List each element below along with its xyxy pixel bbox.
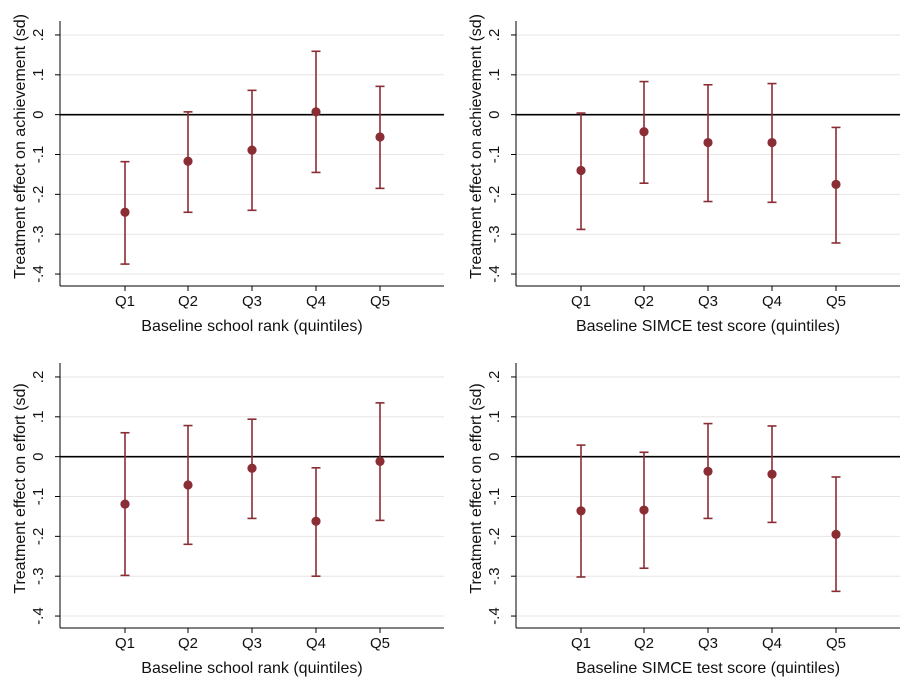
data-point: [831, 529, 841, 539]
x-tick-label: Q3: [242, 293, 262, 310]
x-tick-label: Q4: [762, 635, 782, 652]
y-tick-label: -.2: [486, 528, 503, 546]
y-axis-title: Treatment effect on achievement (sd): [468, 14, 485, 279]
x-axis-title: Baseline school rank (quintiles): [141, 318, 362, 335]
y-tick-label: .1: [486, 411, 503, 424]
x-tick-label: Q1: [571, 293, 591, 310]
data-point: [120, 499, 130, 509]
y-tick-label: .1: [30, 69, 47, 82]
chart-svg: .2 .1 0 -.1 -.2 -.3 -.4 Q1 Q2 Q3 Q4 Q5 Baseline SIMC…: [468, 14, 900, 335]
y-tick-label: .1: [30, 411, 47, 424]
chart-panel-achievement-school-rank: .2 .1 0 -.1 -.2 -.3 -.4 Q1 Q2 Q3 Q4 Q5 Baseline scho…: [0, 0, 456, 342]
y-tick-label: .1: [486, 69, 503, 82]
x-tick-label: Q3: [698, 635, 718, 652]
y-tick-label: -.3: [486, 567, 503, 585]
data-point: [311, 516, 321, 526]
y-tick-label: -.1: [486, 488, 503, 506]
data-point: [831, 179, 841, 189]
x-axis-title: Baseline school rank (quintiles): [141, 660, 362, 677]
y-axis-title: Treatment effect on effort (sd): [12, 383, 29, 593]
y-tick-label: .2: [30, 29, 47, 42]
x-tick-label: Q4: [306, 293, 326, 310]
x-tick-label: Q5: [370, 293, 390, 310]
chart-panel-effort-simce: .2 .1 0 -.1 -.2 -.3 -.4 Q1 Q2 Q3 Q4 Q5 Baseline SIMC…: [456, 342, 913, 684]
data-point: [375, 132, 385, 142]
y-tick-label: -.4: [30, 607, 47, 625]
chart-svg: .2 .1 0 -.1 -.2 -.3 -.4 Q1 Q2 Q3 Q4 Q5 Baseline SIMC…: [468, 363, 900, 677]
y-tick-label: -.2: [30, 186, 47, 204]
data-point: [767, 137, 777, 148]
y-tick-label: -.1: [486, 146, 503, 164]
x-axis-title: Baseline SIMCE test score (quintiles): [576, 660, 840, 677]
x-tick-label: Q2: [178, 635, 198, 652]
x-tick-label: Q3: [242, 635, 262, 652]
y-tick-label: 0: [30, 452, 47, 460]
x-tick-label: Q1: [571, 635, 591, 652]
y-tick-label: -.3: [486, 225, 503, 243]
y-tick-label: -.2: [486, 186, 503, 204]
y-tick-label: .2: [486, 371, 503, 384]
y-tick-label: -.3: [30, 225, 47, 243]
y-tick-label: 0: [30, 110, 47, 118]
x-tick-label: Q5: [826, 293, 846, 310]
data-point: [311, 107, 321, 117]
data-point: [247, 145, 257, 155]
x-tick-label: Q3: [698, 293, 718, 310]
y-tick-label: 0: [486, 110, 503, 118]
y-tick-label: -.1: [30, 146, 47, 164]
data-point: [639, 127, 649, 137]
y-tick-label: -.2: [30, 528, 47, 546]
x-tick-label: Q2: [178, 293, 198, 310]
y-tick-label: 0: [486, 452, 503, 460]
data-point: [703, 466, 713, 476]
chart-panel-achievement-simce: .2 .1 0 -.1 -.2 -.3 -.4 Q1 Q2 Q3 Q4 Q5 Baseline SIMC…: [456, 0, 913, 342]
data-point: [120, 207, 130, 217]
data-point: [639, 505, 649, 515]
x-tick-label: Q5: [370, 635, 390, 652]
y-tick-label: -.3: [30, 567, 47, 585]
y-tick-label: .2: [486, 29, 503, 42]
data-point: [183, 156, 193, 166]
y-tick-label: -.4: [486, 265, 503, 283]
x-tick-label: Q1: [115, 293, 135, 310]
x-tick-label: Q2: [634, 635, 654, 652]
data-point: [576, 165, 586, 176]
data-point: [183, 480, 193, 490]
chart-svg: .2 .1 0 -.1 -.2 -.3 -.4 Q1 Q2 Q3 Q4 Q5 Baseline scho…: [12, 14, 444, 335]
chart-svg: .2 .1 0 -.1 -.2 -.3 -.4 Q1 Q2 Q3 Q4 Q5 Baseline scho…: [12, 363, 444, 677]
x-tick-label: Q2: [634, 293, 654, 310]
data-point: [703, 137, 713, 148]
y-axis-title: Treatment effect on effort (sd): [468, 383, 485, 593]
x-tick-label: Q4: [306, 635, 326, 652]
y-tick-label: -.4: [30, 265, 47, 283]
y-tick-label: -.1: [30, 488, 47, 506]
data-point: [767, 469, 777, 479]
x-axis-title: Baseline SIMCE test score (quintiles): [576, 318, 840, 335]
data-point: [247, 463, 257, 473]
x-tick-label: Q1: [115, 635, 135, 652]
x-tick-label: Q5: [826, 635, 846, 652]
chart-panel-effort-school-rank: .2 .1 0 -.1 -.2 -.3 -.4 Q1 Q2 Q3 Q4 Q5 Baseline scho…: [0, 342, 456, 684]
y-axis-title: Treatment effect on achievement (sd): [12, 14, 29, 279]
data-point: [576, 506, 586, 516]
y-tick-label: -.4: [486, 607, 503, 625]
y-tick-label: .2: [30, 371, 47, 384]
data-point: [375, 456, 385, 467]
x-tick-label: Q4: [762, 293, 782, 310]
